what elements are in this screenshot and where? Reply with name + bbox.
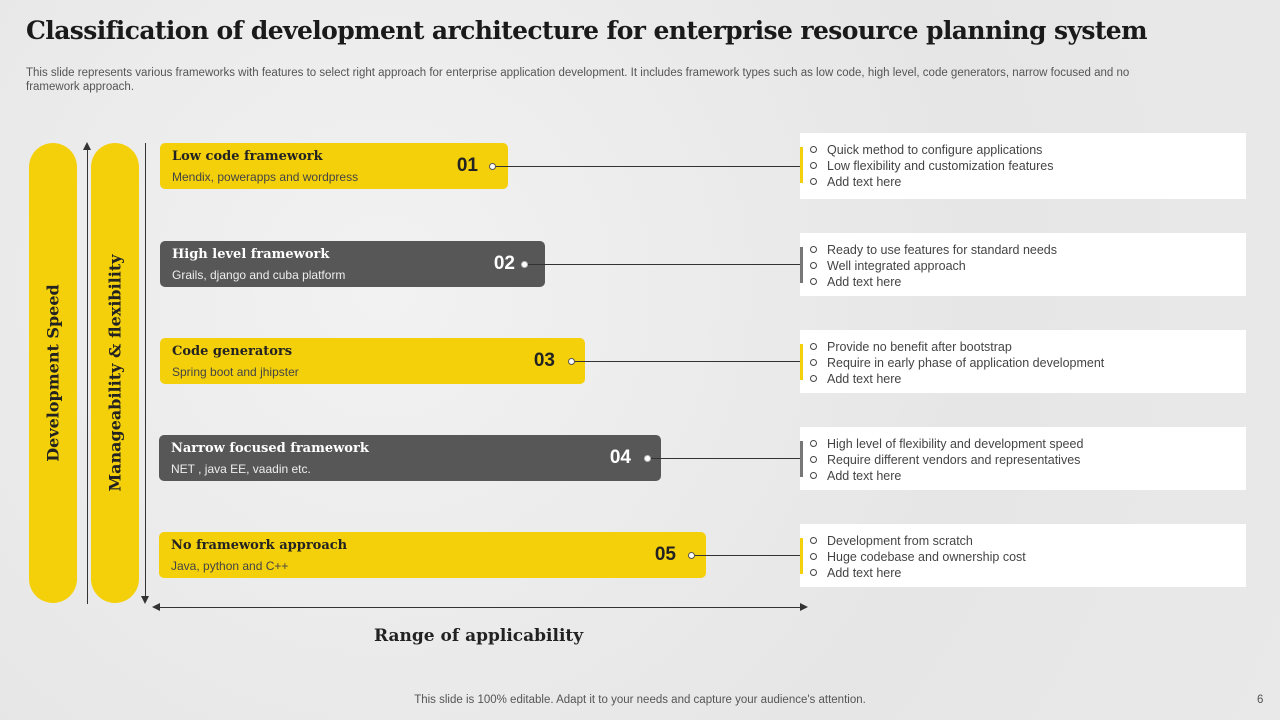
circle-bullet-icon bbox=[810, 278, 817, 286]
framework-no-framework: No framework approach Java, python and C… bbox=[159, 532, 706, 578]
framework-number: 03 bbox=[533, 350, 555, 371]
feature-item: Quick method to configure applications bbox=[810, 142, 1054, 158]
page-subtitle: This slide represents various frameworks… bbox=[26, 67, 1130, 93]
circle-bullet-icon bbox=[810, 456, 817, 464]
framework-high-level: High level framework Grails, django and … bbox=[160, 241, 545, 287]
feature-list: Ready to use features for standard needs… bbox=[810, 242, 1057, 290]
range-axis-line bbox=[156, 607, 804, 608]
feature-item: Low flexibility and customization featur… bbox=[810, 158, 1054, 174]
feature-card-low-code: Quick method to configure applications L… bbox=[800, 133, 1246, 199]
framework-number: 01 bbox=[456, 155, 478, 176]
feature-item: Provide no benefit after bootstrap bbox=[810, 339, 1104, 355]
feature-item: Add text here bbox=[810, 274, 1057, 290]
feature-item: Well integrated approach bbox=[810, 258, 1057, 274]
framework-examples: NET , java EE, vaadin etc. bbox=[171, 462, 311, 476]
feature-card-no-framework: Development from scratch Huge codebase a… bbox=[800, 524, 1246, 587]
connector-dot bbox=[521, 261, 528, 268]
down-arrow-icon bbox=[141, 596, 149, 604]
feature-card-accent bbox=[800, 247, 803, 283]
feature-card-narrow-focused: High level of flexibility and developmen… bbox=[800, 427, 1246, 490]
framework-name: High level framework bbox=[172, 247, 330, 262]
circle-bullet-icon bbox=[810, 178, 817, 186]
feature-item: Add text here bbox=[810, 468, 1083, 484]
framework-narrow-focused: Narrow focused framework NET , java EE, … bbox=[159, 435, 661, 481]
feature-list: Quick method to configure applications L… bbox=[810, 142, 1054, 190]
feature-item: Require different vendors and representa… bbox=[810, 452, 1083, 468]
framework-name: Low code framework bbox=[172, 149, 323, 164]
feature-item: Ready to use features for standard needs bbox=[810, 242, 1057, 258]
feature-list: Provide no benefit after bootstrap Requi… bbox=[810, 339, 1104, 387]
page-title: Classification of development architectu… bbox=[26, 16, 1148, 45]
circle-bullet-icon bbox=[810, 343, 817, 351]
left-arrow-icon bbox=[152, 603, 160, 611]
circle-bullet-icon bbox=[810, 537, 817, 545]
circle-bullet-icon bbox=[810, 359, 817, 367]
up-arrow-icon bbox=[83, 142, 91, 150]
feature-list: Development from scratch Huge codebase a… bbox=[810, 533, 1026, 581]
framework-examples: Grails, django and cuba platform bbox=[172, 268, 346, 282]
feature-card-high-level: Ready to use features for standard needs… bbox=[800, 233, 1246, 296]
framework-name: Code generators bbox=[172, 344, 293, 359]
feature-card-accent bbox=[800, 147, 803, 183]
feature-item: High level of flexibility and developmen… bbox=[810, 436, 1083, 452]
connector-dot bbox=[568, 358, 575, 365]
circle-bullet-icon bbox=[810, 553, 817, 561]
connector-line bbox=[527, 264, 800, 265]
framework-name: Narrow focused framework bbox=[171, 441, 369, 456]
circle-bullet-icon bbox=[810, 472, 817, 480]
feature-item: Add text here bbox=[810, 174, 1054, 190]
range-of-applicability-label: Range of applicability bbox=[374, 626, 584, 646]
feature-item: Huge codebase and ownership cost bbox=[810, 549, 1026, 565]
feature-card-accent bbox=[800, 344, 803, 380]
framework-number: 02 bbox=[493, 253, 515, 274]
circle-bullet-icon bbox=[810, 162, 817, 170]
circle-bullet-icon bbox=[810, 569, 817, 577]
connector-line bbox=[575, 361, 800, 362]
connector-line bbox=[694, 555, 800, 556]
circle-bullet-icon bbox=[810, 246, 817, 254]
speed-axis-line bbox=[145, 143, 146, 601]
feature-card-code-generators: Provide no benefit after bootstrap Requi… bbox=[800, 330, 1246, 393]
connector-dot bbox=[644, 455, 651, 462]
connector-dot bbox=[489, 163, 496, 170]
framework-examples: Java, python and C++ bbox=[171, 559, 289, 573]
circle-bullet-icon bbox=[810, 375, 817, 383]
footer-note: This slide is 100% editable. Adapt it to… bbox=[414, 694, 866, 706]
development-speed-pill: Development Speed bbox=[29, 143, 77, 603]
page-number: 6 bbox=[1257, 694, 1264, 706]
feature-card-accent bbox=[800, 441, 803, 477]
feature-list: High level of flexibility and developmen… bbox=[810, 436, 1083, 484]
framework-examples: Spring boot and jhipster bbox=[172, 365, 299, 379]
framework-code-generators: Code generators Spring boot and jhipster… bbox=[160, 338, 585, 384]
framework-low-code: Low code framework Mendix, powerapps and… bbox=[160, 143, 508, 189]
manageability-axis-line bbox=[87, 144, 88, 604]
manageability-pill: Manageability & flexibility bbox=[91, 143, 139, 603]
framework-name: No framework approach bbox=[171, 538, 348, 553]
right-arrow-icon bbox=[800, 603, 808, 611]
framework-number: 05 bbox=[654, 544, 676, 565]
connector-line bbox=[650, 458, 800, 459]
feature-item: Add text here bbox=[810, 371, 1104, 387]
feature-item: Require in early phase of application de… bbox=[810, 355, 1104, 371]
circle-bullet-icon bbox=[810, 262, 817, 270]
manageability-label: Manageability & flexibility bbox=[105, 254, 125, 492]
feature-item: Add text here bbox=[810, 565, 1026, 581]
feature-item: Development from scratch bbox=[810, 533, 1026, 549]
connector-dot bbox=[688, 552, 695, 559]
circle-bullet-icon bbox=[810, 440, 817, 448]
connector-line bbox=[495, 166, 800, 167]
development-speed-label: Development Speed bbox=[43, 284, 63, 462]
framework-number: 04 bbox=[609, 447, 631, 468]
feature-card-accent bbox=[800, 538, 803, 574]
circle-bullet-icon bbox=[810, 146, 817, 154]
framework-examples: Mendix, powerapps and wordpress bbox=[172, 170, 359, 184]
